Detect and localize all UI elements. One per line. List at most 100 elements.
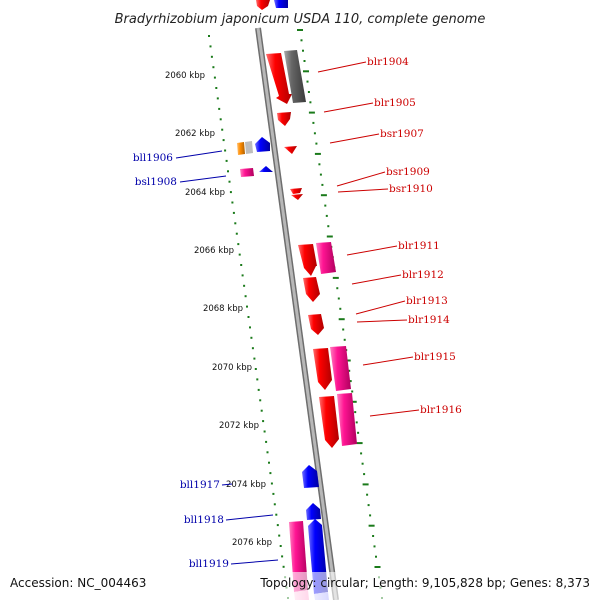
ruler-dot bbox=[227, 170, 229, 173]
gene-label[interactable]: bsl1908 bbox=[135, 176, 177, 188]
ruler-dot bbox=[244, 295, 247, 298]
ruler-dot bbox=[357, 431, 360, 434]
ruler-dot bbox=[344, 359, 351, 362]
ruler-dot bbox=[373, 545, 376, 548]
ruler-dot bbox=[249, 326, 251, 329]
gene-label[interactable]: blr1913 bbox=[406, 295, 448, 307]
ruler-ticks: 2060 kbp 2062 kbp 2064 kbp 2066 kbp 2068… bbox=[165, 71, 272, 548]
ruler-dot bbox=[218, 107, 221, 110]
ruler-dot bbox=[282, 565, 285, 568]
ruler-dot bbox=[297, 29, 303, 31]
ruler-dot bbox=[312, 121, 315, 124]
gene-label[interactable]: bsr1909 bbox=[386, 166, 430, 178]
ruler-tick-label: 2064 kbp bbox=[185, 188, 225, 198]
gene-label[interactable]: blr1914 bbox=[408, 314, 450, 326]
ruler-dot bbox=[212, 66, 215, 69]
gene-label[interactable]: bsr1907 bbox=[380, 128, 424, 140]
ruler-dot bbox=[313, 132, 316, 135]
gene-label[interactable]: bsr1910 bbox=[389, 183, 433, 195]
ruler-dot bbox=[356, 442, 363, 445]
ruler-dot bbox=[332, 276, 339, 279]
ruler-dot bbox=[337, 297, 340, 300]
gene-arrow[interactable] bbox=[259, 166, 273, 172]
ruler-dot bbox=[275, 513, 278, 516]
gene-label[interactable]: blr1912 bbox=[402, 269, 444, 281]
ruler-dot bbox=[372, 535, 375, 537]
gene-arrow[interactable] bbox=[308, 314, 324, 335]
gene-arrow[interactable] bbox=[266, 53, 292, 104]
gene-label[interactable]: bll1918 bbox=[184, 514, 224, 526]
gene-arrow[interactable] bbox=[284, 50, 306, 103]
ruler-dot bbox=[235, 232, 238, 235]
ruler-dot bbox=[368, 524, 375, 527]
ruler-dot bbox=[269, 472, 272, 475]
gene-arrow[interactable] bbox=[256, 0, 270, 10]
gene-label[interactable]: blr1911 bbox=[398, 240, 440, 252]
ruler-dot bbox=[268, 461, 270, 464]
gene-arrow[interactable] bbox=[313, 348, 332, 390]
ruler-dot bbox=[369, 514, 372, 517]
ruler-dot bbox=[247, 316, 250, 318]
ruler-dot bbox=[257, 388, 260, 391]
footer-background bbox=[0, 572, 600, 600]
forward-gene-labels: blr1904 blr1905 bsr1907 bsr1909 bsr1910 … bbox=[317, 56, 462, 417]
gene-label[interactable]: blr1905 bbox=[374, 97, 416, 109]
ruler-dot bbox=[251, 347, 254, 350]
gene-label[interactable]: blr1915 bbox=[414, 351, 456, 363]
ruler-dot bbox=[254, 368, 257, 370]
ruler-dot bbox=[263, 430, 266, 433]
gene-arrow[interactable] bbox=[291, 194, 303, 200]
ruler-tick-label: 2070 kbp bbox=[212, 363, 252, 373]
gene-label[interactable]: bll1919 bbox=[189, 558, 229, 570]
genome-backbone bbox=[255, 27, 339, 600]
gene-arrow[interactable] bbox=[245, 141, 253, 154]
ruler-dot bbox=[213, 76, 216, 79]
gene-arrow[interactable] bbox=[330, 346, 351, 391]
ruler-dot bbox=[308, 111, 315, 114]
ruler-dot bbox=[309, 101, 312, 104]
gene-arrow[interactable] bbox=[302, 465, 319, 488]
gene-label[interactable]: blr1916 bbox=[420, 404, 462, 416]
ruler-dot bbox=[250, 336, 253, 339]
gene-arrow[interactable] bbox=[240, 168, 254, 177]
ruler-dot bbox=[327, 225, 330, 228]
ruler-dot bbox=[273, 503, 276, 506]
ruler-dot bbox=[221, 128, 224, 131]
ruler-dot bbox=[210, 55, 213, 58]
ruler-dot bbox=[215, 87, 218, 89]
ruler-dot bbox=[272, 492, 275, 495]
gene-arrow[interactable] bbox=[319, 396, 339, 448]
ruler-dot bbox=[342, 328, 345, 331]
ruler-dot bbox=[270, 482, 273, 485]
gene-arrow[interactable] bbox=[337, 393, 357, 446]
ruler-dot bbox=[324, 204, 327, 207]
ruler-tick-label: 2068 kbp bbox=[203, 304, 243, 314]
ruler-tick-label: 2060 kbp bbox=[165, 71, 205, 81]
ruler-dot bbox=[208, 35, 210, 37]
gene-arrow[interactable] bbox=[316, 242, 336, 274]
gene-label[interactable]: blr1904 bbox=[367, 56, 409, 68]
ruler-dot bbox=[363, 473, 366, 476]
gene-arrow[interactable] bbox=[237, 142, 245, 155]
gene-label[interactable]: bll1906 bbox=[133, 152, 173, 164]
gene-arrow[interactable] bbox=[255, 137, 270, 152]
ruler-dot bbox=[222, 139, 225, 142]
gene-arrow[interactable] bbox=[298, 244, 317, 276]
topology-label: Topology: circular; Length: 9,105,828 bp… bbox=[259, 576, 590, 590]
gene-arrow[interactable] bbox=[284, 146, 297, 154]
gene-arrow[interactable] bbox=[277, 112, 291, 126]
gene-arrow[interactable] bbox=[274, 0, 288, 8]
gene-label[interactable]: bll1917 bbox=[180, 479, 220, 491]
ruler-dot bbox=[259, 399, 262, 402]
ruler-dot bbox=[325, 214, 328, 217]
ruler-dot bbox=[229, 191, 232, 194]
ruler-dot bbox=[367, 504, 370, 507]
ruler-dot bbox=[246, 305, 248, 308]
reverse-gene-labels: bll1906 bsl1908 bll1917 bll1918 bll1919 bbox=[133, 150, 279, 570]
gene-arrow[interactable] bbox=[303, 277, 320, 302]
ruler-dot bbox=[336, 287, 339, 290]
ruler-dot bbox=[256, 378, 259, 381]
gene-arrow[interactable] bbox=[306, 503, 321, 520]
gene-arrow[interactable] bbox=[290, 188, 302, 194]
ruler-dot bbox=[281, 555, 284, 558]
